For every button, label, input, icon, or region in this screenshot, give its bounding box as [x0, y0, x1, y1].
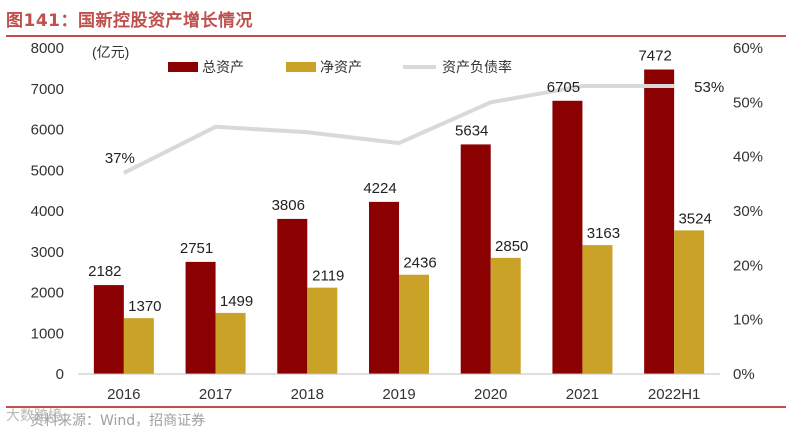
x-tick-label: 2020: [474, 386, 507, 403]
legend-swatch-net-assets: [286, 62, 316, 72]
title-rule: [6, 35, 786, 37]
bar-total-assets: [369, 201, 399, 374]
x-tick-label: 2016: [107, 386, 140, 403]
y-tick-label: 7000: [31, 81, 64, 98]
data-labels: 2182 1370 2751 1499 3806 2119 4224 2436 5634 2850…: [88, 48, 724, 316]
legend: 总资产 净资产 资产负债率: [168, 59, 512, 75]
total-assets-label: 2751: [180, 240, 213, 257]
legend-swatch-total-assets: [168, 62, 198, 72]
bar-total-assets: [460, 144, 491, 374]
net-assets-label: 1499: [220, 293, 253, 310]
total-assets-label: 5634: [455, 122, 488, 139]
y-tick-label: 1000: [31, 325, 64, 342]
axes: 0 1000 2000 3000 4000 5000 6000 7000 8000 0% 10% 20…: [31, 40, 763, 403]
y-unit-label: (亿元): [92, 44, 129, 60]
y2-tick-label: 20%: [733, 257, 763, 274]
x-tick-label: 2017: [199, 386, 232, 403]
y-tick-label: 5000: [31, 162, 64, 179]
debt-ratio-label: 37%: [105, 150, 135, 167]
net-assets-label: 2436: [403, 255, 436, 272]
bar-net-assets: [307, 287, 338, 374]
total-assets-label: 6705: [547, 79, 580, 96]
net-assets-label: 3524: [678, 210, 711, 227]
net-assets-label: 3163: [587, 225, 620, 242]
y-tick-label: 6000: [31, 122, 64, 139]
bar-net-assets: [674, 230, 705, 374]
bar-total-assets: [552, 100, 583, 375]
bar-net-assets: [582, 245, 613, 374]
legend-label-net-assets: 净资产: [320, 59, 362, 75]
y-tick-label: 3000: [31, 244, 64, 261]
total-assets-label: 4224: [363, 180, 396, 197]
bars: [93, 69, 705, 375]
bar-net-assets: [123, 318, 154, 374]
watermark: 大数跨境: [6, 408, 62, 424]
legend-label-debt-ratio: 资产负债率: [442, 59, 512, 75]
bar-total-assets: [185, 261, 216, 374]
y2-tick-label: 10%: [733, 312, 763, 329]
total-assets-label: 3806: [272, 197, 305, 214]
legend-label-total-assets: 总资产: [202, 59, 244, 75]
bar-total-assets: [93, 285, 124, 374]
x-tick-label: 2021: [566, 386, 599, 403]
total-assets-label: 7472: [638, 48, 671, 65]
y-tick-label: 4000: [31, 203, 64, 220]
y2-tick-label: 0%: [733, 366, 755, 383]
net-assets-label: 2850: [495, 238, 528, 255]
figure-title: 图141：国新控股资产增长情况: [6, 11, 253, 31]
debt-ratio-polyline: [122, 84, 675, 175]
y-tick-label: 0: [56, 366, 64, 383]
x-tick-label: 2019: [382, 386, 415, 403]
y-tick-label: 8000: [31, 40, 64, 57]
source-note: 资料来源：Wind，招商证券: [30, 413, 206, 429]
bar-total-assets: [277, 218, 308, 374]
debt-ratio-label: 53%: [694, 79, 724, 96]
y2-tick-label: 50%: [733, 94, 763, 111]
total-assets-label: 2182: [88, 263, 121, 280]
y2-tick-label: 40%: [733, 149, 763, 166]
bar-net-assets: [399, 274, 429, 374]
bar-total-assets: [644, 69, 675, 375]
y2-tick-label: 60%: [733, 40, 763, 57]
source-rule: [6, 406, 786, 408]
bar-net-assets: [215, 312, 246, 374]
bar-net-assets: [490, 257, 521, 374]
net-assets-label: 2119: [312, 268, 344, 285]
x-tick-label: 2018: [291, 386, 324, 403]
net-assets-label: 1370: [128, 298, 161, 315]
y-tick-label: 2000: [31, 285, 64, 302]
debt-ratio-line: [122, 84, 675, 175]
x-tick-label: 2022H1: [648, 386, 701, 403]
y2-tick-label: 30%: [733, 203, 763, 220]
